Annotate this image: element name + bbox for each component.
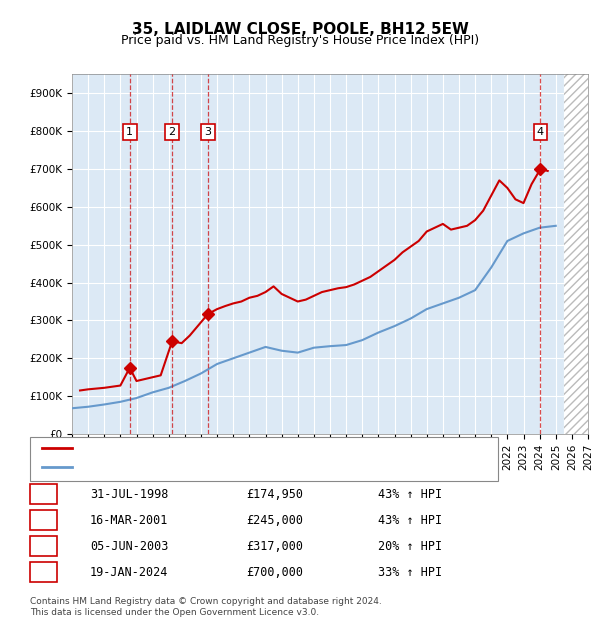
Text: £245,000: £245,000	[246, 514, 303, 526]
Text: 4: 4	[537, 127, 544, 137]
Text: 3: 3	[205, 127, 211, 137]
Text: 1: 1	[40, 489, 47, 499]
Bar	[564, 74, 588, 434]
Text: 2: 2	[169, 127, 176, 137]
Text: 4: 4	[40, 567, 47, 577]
Text: £174,950: £174,950	[246, 488, 303, 500]
Text: 20% ↑ HPI: 20% ↑ HPI	[378, 540, 442, 552]
Text: 35, LAIDLAW CLOSE, POOLE, BH12 5EW: 35, LAIDLAW CLOSE, POOLE, BH12 5EW	[131, 22, 469, 37]
Text: 16-MAR-2001: 16-MAR-2001	[90, 514, 169, 526]
Text: 35, LAIDLAW CLOSE, POOLE, BH12 5EW (detached house): 35, LAIDLAW CLOSE, POOLE, BH12 5EW (deta…	[84, 443, 386, 453]
Text: 19-JAN-2024: 19-JAN-2024	[90, 566, 169, 578]
Text: 3: 3	[40, 541, 47, 551]
Text: 05-JUN-2003: 05-JUN-2003	[90, 540, 169, 552]
Text: 1: 1	[126, 127, 133, 137]
Text: Contains HM Land Registry data © Crown copyright and database right 2024.
This d: Contains HM Land Registry data © Crown c…	[30, 598, 382, 617]
Text: £700,000: £700,000	[246, 566, 303, 578]
Bar	[564, 74, 588, 434]
Text: HPI: Average price, detached house, Bournemouth Christchurch and Poole: HPI: Average price, detached house, Bour…	[84, 462, 472, 472]
Text: 33% ↑ HPI: 33% ↑ HPI	[378, 566, 442, 578]
Text: 43% ↑ HPI: 43% ↑ HPI	[378, 514, 442, 526]
Text: 43% ↑ HPI: 43% ↑ HPI	[378, 488, 442, 500]
Text: £317,000: £317,000	[246, 540, 303, 552]
Text: 31-JUL-1998: 31-JUL-1998	[90, 488, 169, 500]
Text: Price paid vs. HM Land Registry's House Price Index (HPI): Price paid vs. HM Land Registry's House …	[121, 34, 479, 47]
Text: 2: 2	[40, 515, 47, 525]
Bar	[564, 74, 588, 434]
